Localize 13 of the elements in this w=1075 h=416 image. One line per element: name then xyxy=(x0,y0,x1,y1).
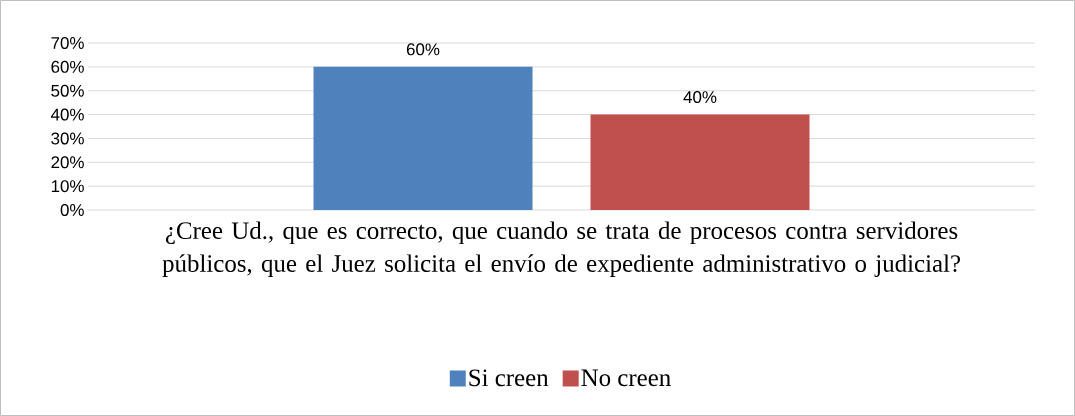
data-label: 60% xyxy=(406,43,440,56)
legend-label: No creen xyxy=(581,369,671,387)
y-tick-label: 30% xyxy=(51,132,84,145)
data-label: 40% xyxy=(683,91,717,104)
y-tick-label: 60% xyxy=(51,60,84,73)
legend-label: Si creen xyxy=(469,369,549,387)
y-tick-label: 40% xyxy=(50,108,84,121)
y-tick-label: 50% xyxy=(51,84,84,97)
y-tick-label: 10% xyxy=(51,180,84,193)
y-tick-label: 20% xyxy=(51,156,84,169)
y-tick-label: 0% xyxy=(60,204,84,217)
x-tick-label: ¿Cree Ud., que es correcto, que cuando se trata de procesos contra servidores públicos, que el Juez solicita el envío de expediente administrativo o judicial? xyxy=(162,221,961,277)
y-tick-label: 70% xyxy=(51,37,84,50)
